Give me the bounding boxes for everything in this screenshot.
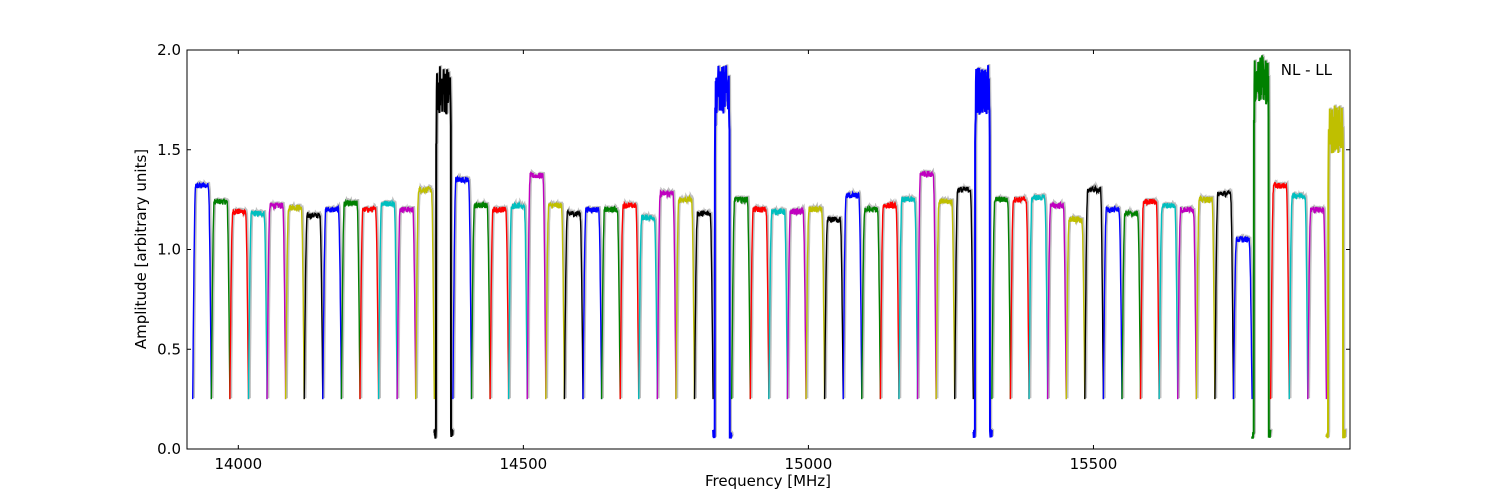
x-tick-label: 14500 [499,455,547,473]
annotation-text: NL - LL [1281,61,1333,79]
series-line [470,200,491,400]
series-line [489,206,510,400]
series-line [526,171,547,400]
series-line [433,66,454,439]
series-line [247,209,268,400]
series-line [1325,105,1346,439]
series-line [749,205,770,400]
series-line [1102,204,1123,400]
series-line [266,201,287,400]
series-line [1139,198,1160,400]
series-line [396,206,417,400]
series-line [823,216,844,400]
y-axis-label: Amplitude [arbitrary units] [132,149,150,349]
x-axis-label: Frequency [MHz] [705,472,831,490]
series-line [1028,194,1049,400]
x-tick-label: 14000 [214,455,262,473]
series-line [284,203,305,400]
series-shadow-line [898,192,920,399]
y-tick-label: 0.5 [157,340,181,358]
y-tick-label: 0.0 [157,440,181,458]
y-tick-label: 1.0 [157,241,181,259]
series-line [619,200,640,400]
series-line [712,65,733,439]
series-line [1158,202,1179,400]
series-line [786,206,807,400]
series-line [545,201,566,400]
series-line [1269,181,1290,400]
series-line [768,207,789,400]
series-line [991,195,1012,400]
series-shadow-line [378,196,400,399]
series-line [972,65,993,438]
series-line [693,209,714,400]
series-line [879,200,900,400]
series-line [600,205,621,400]
series-line [229,208,250,400]
series-line [1288,192,1309,400]
series-line [452,175,473,400]
series-line [1232,235,1253,400]
series-line [322,204,343,400]
series-line [1307,206,1328,400]
series-line [1084,184,1105,400]
series-line [1009,195,1030,400]
x-tick-label: 15500 [1070,455,1118,473]
series-line [415,185,435,400]
series-line [192,181,212,400]
x-tick-label: 15000 [785,455,833,473]
series-line [1121,208,1142,400]
series-shadow-line [1103,202,1125,399]
series-layer [192,54,1348,439]
series-line [1177,206,1197,400]
series-line [563,208,584,400]
series-line [916,170,937,400]
series-line [1046,200,1067,400]
series-line [842,190,863,400]
series-line [805,204,826,400]
series-line [582,206,603,400]
series-line [1195,194,1216,400]
series-line [507,200,528,400]
series-line [303,212,324,400]
y-tick-label: 1.5 [157,141,181,159]
series-line [377,199,398,400]
series-line [1065,215,1086,400]
series-line [675,194,696,400]
series-line [340,198,361,400]
series-line [935,197,956,400]
tick-layer: 14000 14500 15000 15500 0.0 0.5 1.0 1.5 2.0 [157,41,1350,473]
series-line [210,198,231,400]
series-line [954,185,974,400]
series-line [359,204,380,400]
y-tick-label: 2.0 [157,41,181,59]
series-line [731,196,751,400]
series-line [898,195,919,400]
series-line [1214,189,1235,400]
series-line [861,204,882,400]
series-shadow-line [322,201,344,399]
series-line [656,189,677,400]
series-line [1251,55,1272,439]
series-line [638,213,658,400]
